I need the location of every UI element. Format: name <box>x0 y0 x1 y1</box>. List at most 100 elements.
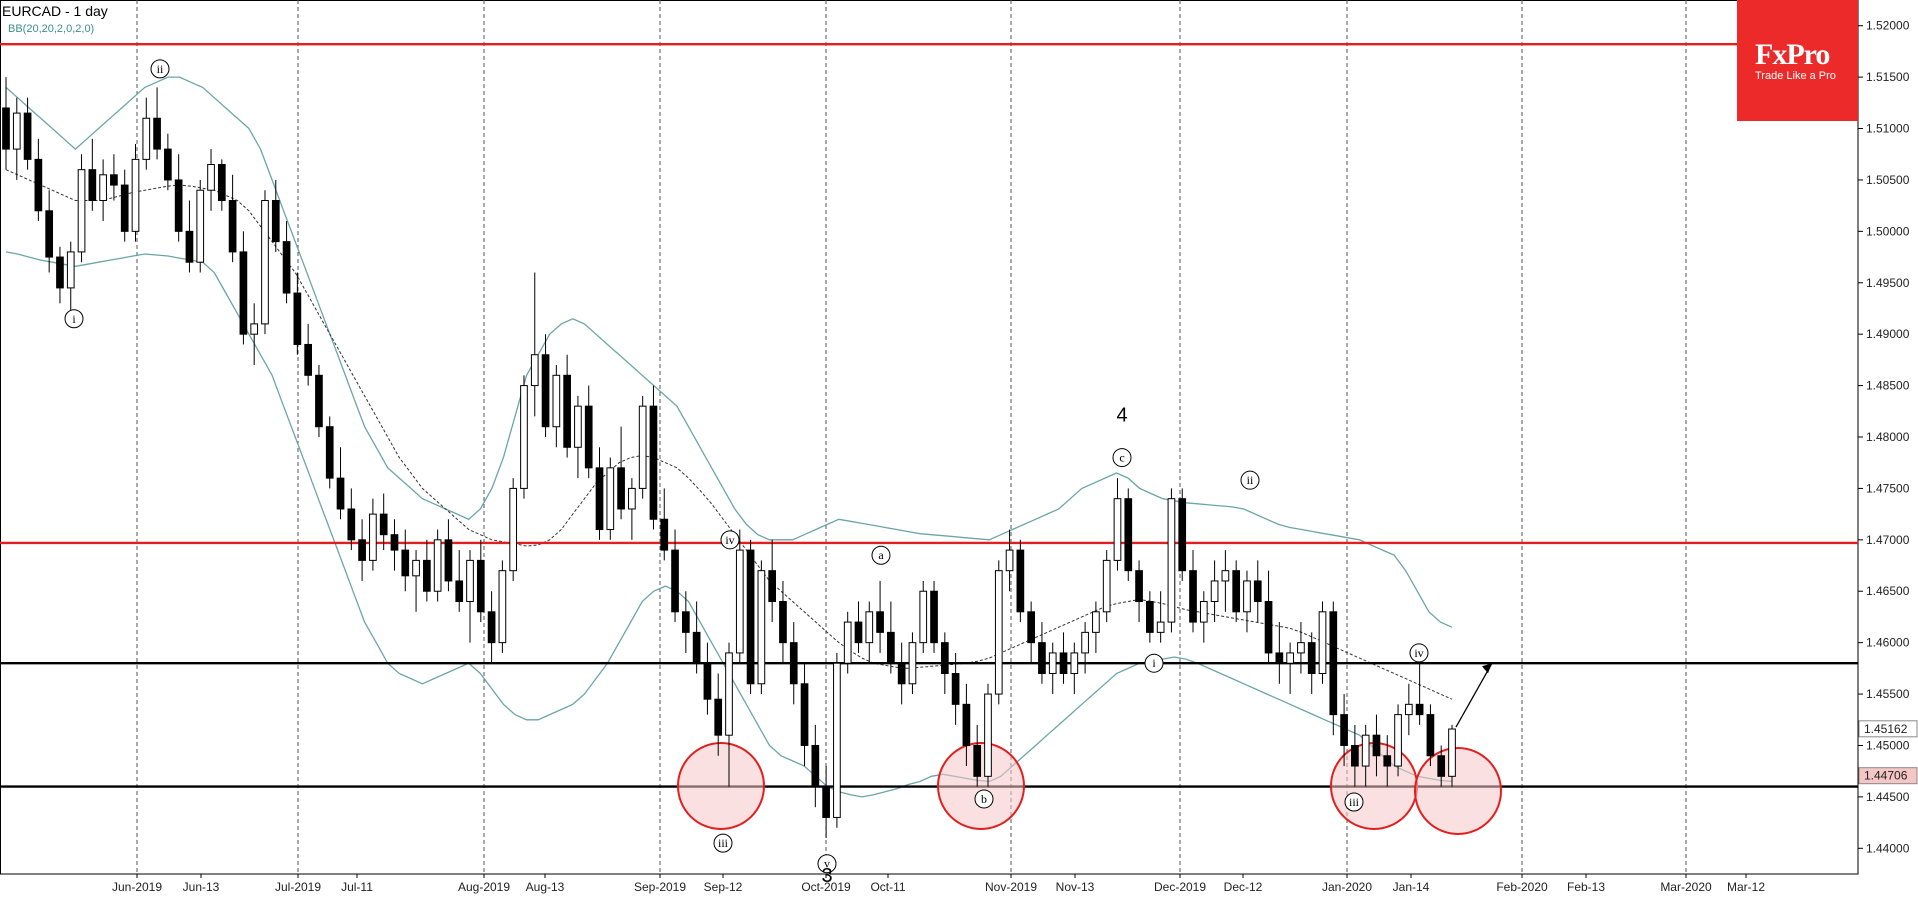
candle <box>153 117 161 150</box>
candle <box>800 683 809 746</box>
candle <box>1027 611 1035 644</box>
candle <box>1092 611 1100 633</box>
y-tick-label: 1.44500 <box>1866 790 1910 804</box>
wave-label: c <box>1119 451 1124 465</box>
candle <box>77 169 86 253</box>
x-tick-label: Dec-12 <box>1224 880 1263 894</box>
y-tick-label: 1.49000 <box>1866 327 1910 341</box>
price-tag-box <box>1858 720 1918 738</box>
candle <box>962 703 971 746</box>
candle <box>412 559 420 577</box>
wave-count-label: 3 <box>821 865 832 887</box>
candle <box>142 117 151 160</box>
candle <box>1124 498 1133 572</box>
candle <box>379 513 388 536</box>
candle <box>714 698 723 736</box>
candle <box>919 590 928 644</box>
candle <box>768 570 777 603</box>
candle <box>951 672 960 705</box>
candle <box>45 210 54 258</box>
indicator-label: BB(20,20,2,0,2,0) <box>8 23 95 35</box>
x-tick-label: Jul-11 <box>341 880 373 894</box>
x-tick-label: Sep-12 <box>704 880 743 894</box>
plot-frame <box>0 0 1859 875</box>
candle <box>164 148 172 181</box>
candle <box>401 549 410 577</box>
candle <box>1135 570 1143 603</box>
candle <box>336 477 345 510</box>
x-tick-label: Aug-13 <box>526 880 565 894</box>
candle <box>887 631 895 664</box>
highlight-circle <box>677 742 765 830</box>
wave-label: ii <box>1247 473 1254 487</box>
candle <box>843 621 852 664</box>
wave-label-circle <box>974 789 994 809</box>
candle <box>671 549 679 613</box>
candle <box>574 405 582 448</box>
candle <box>1318 611 1327 674</box>
candle <box>746 549 755 685</box>
y-tick-label: 1.51000 <box>1866 122 1910 136</box>
wave-label-circle <box>64 309 84 329</box>
wave-label: ii <box>157 62 164 76</box>
candle <box>1189 570 1197 623</box>
candle <box>930 590 938 644</box>
candle <box>520 385 528 489</box>
x-tick-label: Jul-2019 <box>275 880 321 894</box>
candle <box>196 189 205 263</box>
candle <box>1404 703 1413 716</box>
candle <box>120 184 129 232</box>
x-tick-label: Jun-2019 <box>112 880 162 894</box>
wave-label-circle <box>1144 653 1164 673</box>
candle <box>271 200 280 243</box>
x-tick-label: Oct-11 <box>870 880 905 894</box>
candle <box>1048 652 1057 674</box>
candle <box>325 426 334 479</box>
candle <box>239 251 248 335</box>
fxpro-logo: FxPro Trade Like a Pro <box>1737 0 1858 121</box>
wave-label-circle <box>1240 470 1260 490</box>
candle <box>1329 611 1338 716</box>
y-tick-label: 1.46500 <box>1866 584 1910 598</box>
x-tick-label: Sep-2019 <box>634 880 686 894</box>
candle <box>304 343 312 376</box>
candle <box>725 652 733 736</box>
logo-tagline: Trade Like a Pro <box>1755 70 1836 82</box>
y-tick-label: 1.44000 <box>1866 841 1910 855</box>
wave-label: iii <box>1349 795 1360 809</box>
candle <box>973 744 982 777</box>
candle <box>358 539 366 561</box>
candle <box>628 487 636 510</box>
candle <box>1232 570 1241 613</box>
x-tick-label: Mar-2020 <box>1660 880 1712 894</box>
candle <box>1210 580 1219 603</box>
bollinger-upper <box>5 76 1453 628</box>
y-tick-label: 1.48000 <box>1866 430 1910 444</box>
candle <box>530 354 539 387</box>
candle <box>1102 559 1111 613</box>
wave-label-circle <box>1344 792 1364 812</box>
candle <box>466 559 474 603</box>
candle <box>833 662 841 818</box>
x-tick-label: Feb-13 <box>1567 880 1605 894</box>
x-tick-label: Dec-2019 <box>1154 880 1206 894</box>
y-tick-label: 1.50500 <box>1866 173 1910 187</box>
candle <box>703 662 712 700</box>
y-tick-label: 1.47500 <box>1866 481 1910 495</box>
candle <box>1113 498 1122 561</box>
candle <box>876 611 884 633</box>
projection-arrow <box>1455 662 1493 728</box>
candle <box>1340 714 1348 746</box>
candle <box>1351 744 1359 767</box>
wave-label-circle <box>871 545 891 565</box>
wave-label: iv <box>1414 646 1423 660</box>
price-tag-box <box>1858 767 1918 785</box>
x-tick-label: Nov-13 <box>1056 880 1095 894</box>
candle <box>347 508 356 541</box>
candle <box>1383 755 1392 767</box>
candle <box>638 405 647 489</box>
candle <box>1016 549 1025 613</box>
candle <box>131 158 140 232</box>
candle <box>34 158 43 212</box>
candle <box>757 570 766 685</box>
